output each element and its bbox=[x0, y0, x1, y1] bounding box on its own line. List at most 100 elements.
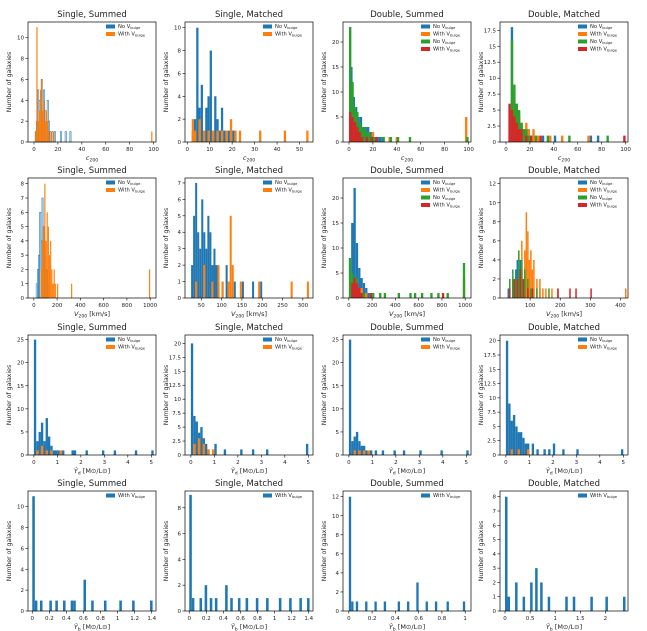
histogram-bar bbox=[190, 343, 194, 455]
histogram-bar bbox=[40, 269, 42, 298]
y-tick-label: 3 bbox=[178, 247, 182, 253]
legend-swatch bbox=[421, 180, 430, 185]
histogram-bar bbox=[356, 127, 359, 142]
histogram-bar bbox=[289, 598, 292, 611]
y-tick-label: 5 bbox=[21, 225, 25, 231]
y-axis-label: Number of galaxies bbox=[163, 365, 170, 425]
histogram-bar bbox=[223, 449, 227, 455]
x-tick-label: 20 bbox=[369, 147, 376, 153]
histogram-bar bbox=[521, 259, 523, 298]
x-tick-label: 0 bbox=[503, 616, 507, 622]
histogram-bar bbox=[409, 293, 412, 298]
histogram-bar bbox=[40, 422, 44, 455]
histogram-bar bbox=[290, 281, 293, 298]
histogram-bar bbox=[306, 281, 309, 298]
y-tick-label: 5 bbox=[493, 108, 497, 114]
y-tick-label: 15 bbox=[17, 384, 24, 390]
histogram-bar bbox=[517, 432, 520, 455]
legend-label: No Vbulge bbox=[275, 24, 298, 30]
histogram-bar bbox=[362, 127, 365, 142]
x-tick-label: 0.8 bbox=[96, 616, 105, 622]
histogram-bar bbox=[59, 450, 63, 455]
x-tick-label: 800 bbox=[437, 303, 448, 309]
x-axis-label: c200 bbox=[243, 154, 255, 164]
y-tick-label: 0 bbox=[21, 140, 25, 146]
histogram-bar bbox=[266, 449, 269, 455]
x-tick-label: 0 bbox=[188, 616, 192, 622]
x-tick-label: 40 bbox=[274, 147, 281, 153]
legend-swatch bbox=[421, 47, 430, 51]
x-tick-label: 4 bbox=[441, 460, 445, 466]
legend-swatch bbox=[421, 337, 430, 342]
histogram-bar bbox=[283, 130, 287, 142]
histogram-bar bbox=[62, 450, 65, 455]
y-tick-label: 6 bbox=[178, 71, 182, 77]
histogram-bar bbox=[561, 135, 564, 142]
histogram-bar bbox=[214, 598, 218, 611]
histogram-bar bbox=[376, 137, 379, 142]
histogram-bar bbox=[510, 39, 514, 143]
x-tick-label: 800 bbox=[122, 303, 133, 309]
legend-swatch bbox=[106, 493, 115, 498]
histogram-bar bbox=[255, 598, 259, 611]
y-tick-label: 4 bbox=[336, 571, 340, 577]
y-tick-label: 0 bbox=[336, 453, 340, 459]
x-tick-label: 10 bbox=[206, 147, 213, 153]
y-tick-label: 4 bbox=[493, 552, 497, 558]
x-tick-label: 1000 bbox=[143, 303, 157, 309]
histogram-bar bbox=[240, 449, 243, 455]
y-tick-label: 10 bbox=[489, 201, 496, 207]
histogram-bar bbox=[200, 427, 203, 455]
histogram-bar bbox=[396, 137, 400, 142]
x-tick-label: 0.6 bbox=[236, 616, 245, 622]
axes-frame bbox=[27, 334, 157, 456]
histogram-bar bbox=[209, 598, 213, 611]
x-axis-label: V200 [km/s] bbox=[546, 310, 582, 320]
legend-label: With Vbulge bbox=[118, 493, 146, 499]
x-tick-label: 1000 bbox=[458, 303, 472, 309]
x-tick-label: 2 bbox=[604, 616, 608, 622]
panel-3-1: Single, Summed Number of galaxies 0 1 2 3 4 5 0 5… bbox=[6, 323, 157, 477]
y-tick-label: 8 bbox=[21, 182, 25, 188]
histogram-bar bbox=[150, 600, 153, 611]
histogram-bar bbox=[425, 601, 428, 611]
histogram-bar bbox=[510, 420, 513, 455]
y-tick-label: 8 bbox=[493, 495, 497, 501]
x-tick-label: 250 bbox=[277, 303, 288, 309]
histogram-bar bbox=[220, 130, 224, 142]
y-tick-label: 4 bbox=[21, 239, 25, 245]
histogram-bar bbox=[52, 450, 56, 455]
histogram-bar bbox=[251, 449, 255, 455]
y-tick-label: 7.5 bbox=[172, 411, 181, 417]
panel-title: Single, Matched bbox=[215, 323, 283, 333]
histogram-bar bbox=[207, 449, 210, 455]
axes-frame bbox=[184, 490, 314, 612]
histogram-bar bbox=[379, 293, 382, 298]
x-tick-label: 20 bbox=[229, 147, 236, 153]
histogram-bar bbox=[351, 223, 354, 298]
histogram-bar bbox=[540, 582, 543, 611]
histogram-bar bbox=[193, 415, 196, 455]
x-tick-label: 3 bbox=[103, 460, 107, 466]
y-tick-label: 4 bbox=[178, 230, 182, 236]
x-tick-label: 200 bbox=[367, 303, 378, 309]
axes-frame bbox=[499, 177, 629, 299]
x-tick-label: 30 bbox=[251, 147, 258, 153]
histogram-bar bbox=[546, 135, 550, 142]
histogram-bar bbox=[351, 601, 354, 611]
histogram-bar bbox=[352, 127, 355, 142]
legend-swatch bbox=[578, 493, 587, 498]
x-axis-label: Ŷb [M⊙/L⊙] bbox=[74, 622, 110, 631]
axes-frame bbox=[342, 490, 472, 612]
x-tick-label: 40 bbox=[550, 147, 557, 153]
x-axis-label: Ŷd [M⊙/L⊙] bbox=[231, 466, 267, 477]
legend-label: No Vbulge bbox=[590, 337, 613, 343]
histogram-bar bbox=[551, 288, 553, 298]
x-axis-label: c200 bbox=[558, 154, 570, 164]
histogram-bar bbox=[367, 450, 371, 455]
axes-frame bbox=[342, 177, 472, 299]
y-tick-label: 17.5 bbox=[484, 28, 497, 34]
histogram-bar bbox=[47, 436, 51, 455]
